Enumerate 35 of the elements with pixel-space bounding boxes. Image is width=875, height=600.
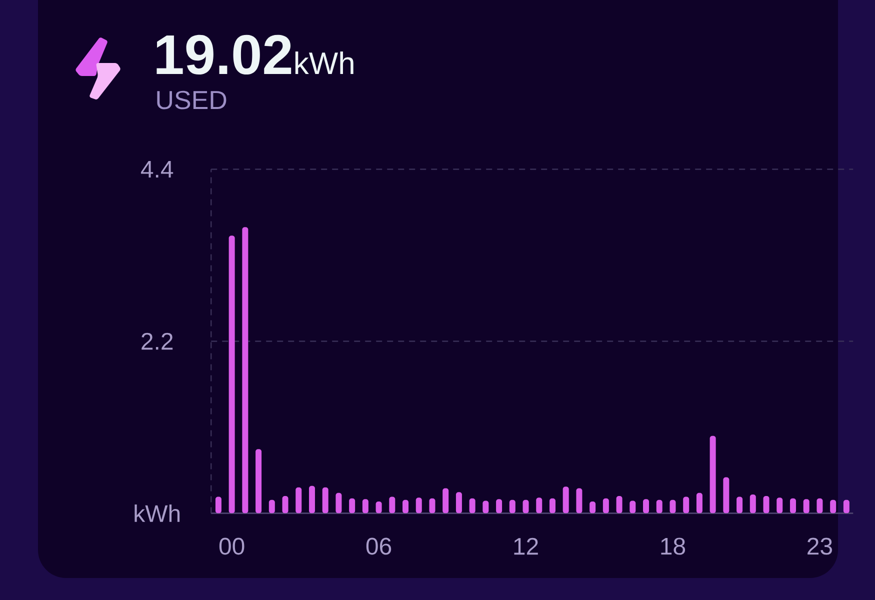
- bar: [576, 488, 582, 514]
- bar: [256, 449, 262, 514]
- bar: [776, 498, 783, 514]
- y-tick-label: 2.2: [142, 332, 173, 350]
- bar: [562, 486, 569, 514]
- bar: [750, 494, 756, 514]
- bar: [242, 227, 248, 514]
- bar: [215, 496, 222, 514]
- bar: [723, 477, 730, 514]
- bar: [456, 492, 462, 514]
- x-tick-label: 18: [661, 538, 686, 555]
- bar: [282, 496, 288, 514]
- x-tick-label: 23: [808, 538, 832, 555]
- y-tick-label: kWh: [134, 504, 180, 522]
- y-tick-label: 4.4: [140, 160, 174, 178]
- bar: [696, 492, 702, 514]
- bar: [336, 492, 342, 514]
- bar: [736, 496, 743, 514]
- bar: [296, 487, 302, 514]
- bar: [322, 487, 328, 514]
- x-tick-label: 00: [219, 538, 244, 555]
- bar: [683, 496, 690, 514]
- bar: [442, 488, 449, 514]
- bar: [536, 498, 542, 514]
- x-tick-label: 06: [366, 538, 392, 555]
- bar: [389, 496, 396, 514]
- bar: [710, 436, 716, 514]
- chart-title: 19.02kWh: [156, 34, 354, 75]
- bar: [616, 496, 622, 514]
- bar: [763, 496, 770, 514]
- x-tick-label: 12: [514, 538, 538, 555]
- chart-subtitle: USED: [157, 90, 226, 110]
- bar: [416, 498, 422, 514]
- bar: [228, 236, 235, 514]
- bar: [308, 486, 315, 514]
